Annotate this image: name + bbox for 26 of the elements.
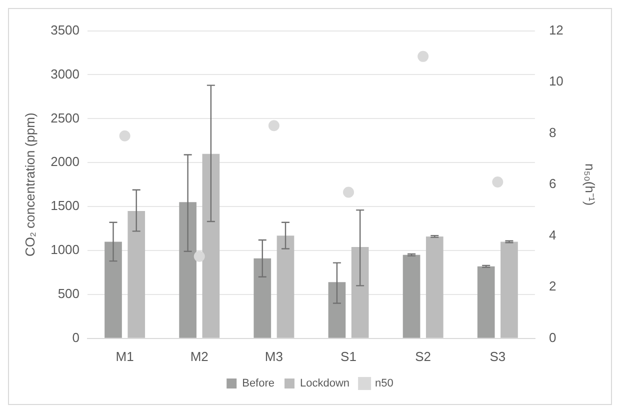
y2-tick-label: 10 bbox=[548, 74, 564, 89]
y-axis-title: CO₂ concentration (ppm) bbox=[22, 112, 38, 256]
legend-label: n50 bbox=[375, 378, 394, 390]
y-tick-label: 3500 bbox=[50, 22, 80, 38]
x-tick-label: M1 bbox=[116, 348, 134, 364]
y2-tick-label: 0 bbox=[548, 330, 556, 345]
y2-tick-label: 6 bbox=[548, 176, 556, 192]
x-tick-label: S1 bbox=[340, 348, 356, 364]
legend-label: Before bbox=[242, 378, 275, 390]
y-tick-label: 1000 bbox=[50, 242, 80, 258]
y2-axis-title: n₅₀(h⁻¹) bbox=[582, 164, 598, 206]
x-tick-label: M2 bbox=[190, 348, 208, 364]
legend-label: Lockdown bbox=[300, 378, 350, 390]
y-tick-label: 3000 bbox=[50, 66, 80, 82]
x-tick-label: S3 bbox=[490, 348, 506, 364]
y2-tick-label: 8 bbox=[548, 124, 556, 140]
y-tick-label: 0 bbox=[72, 330, 80, 345]
y-tick-label: 2500 bbox=[50, 110, 80, 126]
y2-tick-label: 4 bbox=[548, 227, 556, 242]
x-tick-label: M3 bbox=[264, 348, 283, 364]
y-tick-label: 2000 bbox=[50, 154, 80, 170]
x-tick-label: S2 bbox=[415, 348, 432, 364]
y2-tick-label: 2 bbox=[548, 278, 556, 294]
y2-tick-label: 12 bbox=[548, 22, 564, 38]
y-tick-label: 500 bbox=[58, 286, 80, 302]
y-tick-label: 1500 bbox=[50, 198, 80, 214]
